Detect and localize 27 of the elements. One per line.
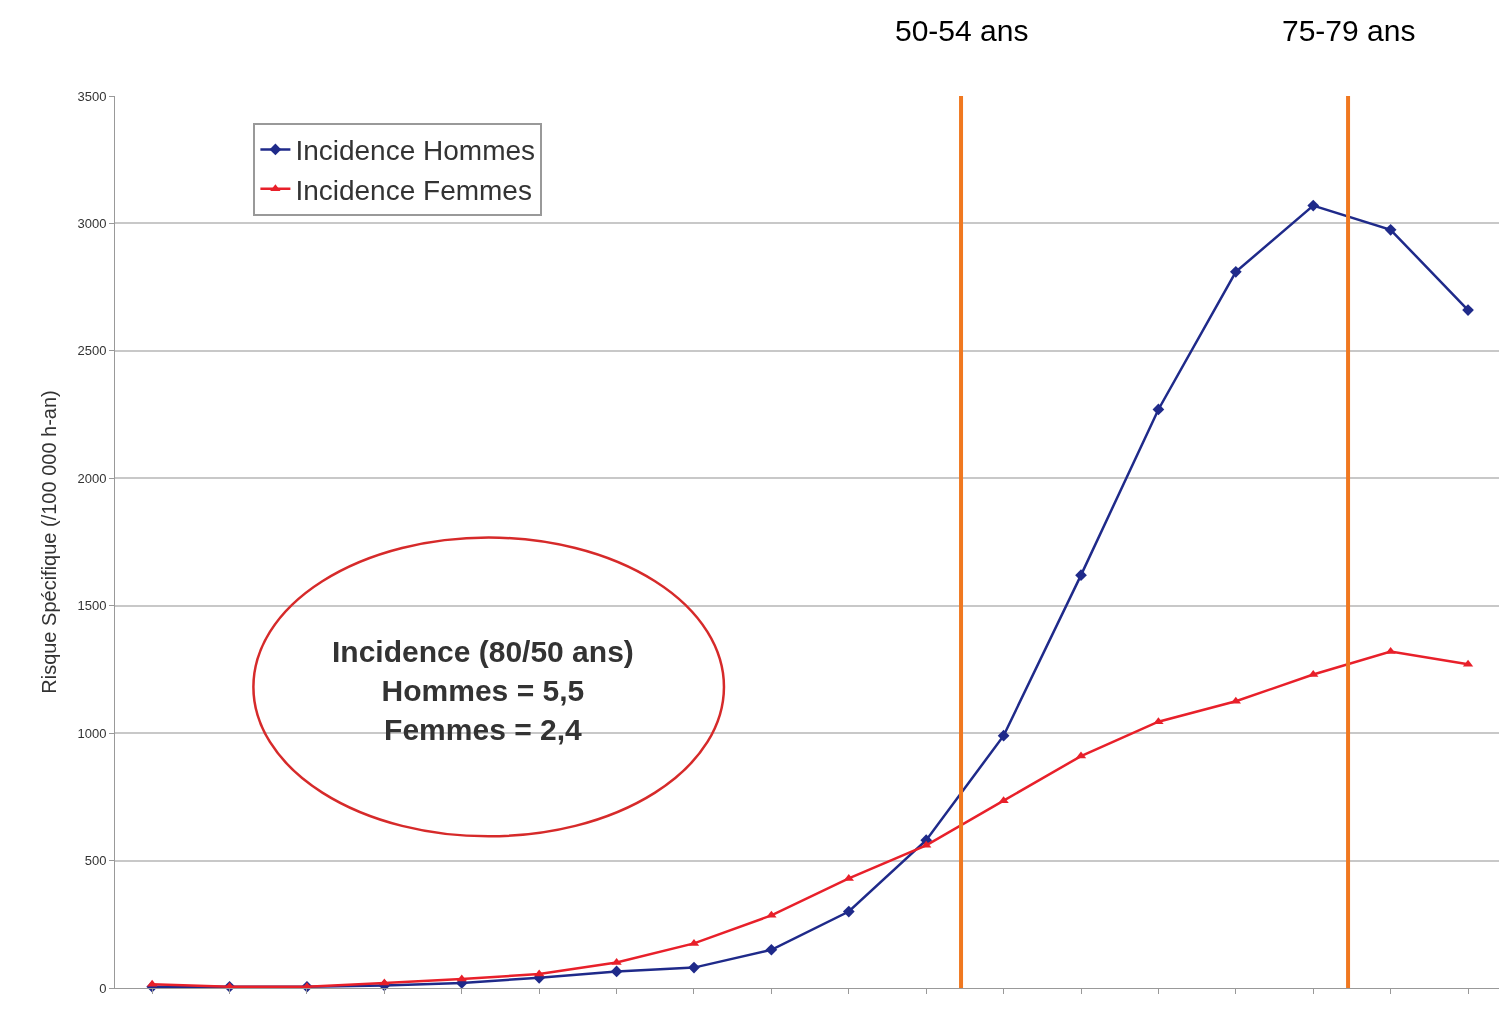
y-axis-title: Risque Spécifique (/100 000 h-an) [37,390,60,694]
y-tick-label: 1500 [77,598,107,614]
y-tick-label: 0 [99,980,107,996]
point [688,961,700,974]
y-tick-label: 2500 [77,343,107,359]
legend-label: Incidence Hommes [295,135,536,167]
point [1384,223,1397,236]
point [766,910,777,918]
point [1307,199,1320,212]
point [843,873,854,881]
point [997,729,1010,742]
legend-label: Incidence Femmes [295,174,532,206]
point [921,840,932,848]
y-tick-label: 1000 [77,725,107,741]
y-tick-label: 2000 [77,470,107,486]
point [842,905,855,918]
point [610,965,623,978]
annotation: Incidence (80/50 ans) Hommes = 5,5 Femmes = 2,4 [332,635,634,746]
y-tick-label: 3000 [77,215,107,231]
point [1229,266,1242,278]
y-tick-label: 3500 [77,88,107,104]
y-tick-label: 500 [84,853,107,869]
point [379,978,390,986]
text: 50-54 ans [895,14,1029,47]
text: 75-79 ans [1282,14,1416,47]
point [1152,403,1165,416]
point [765,943,778,956]
